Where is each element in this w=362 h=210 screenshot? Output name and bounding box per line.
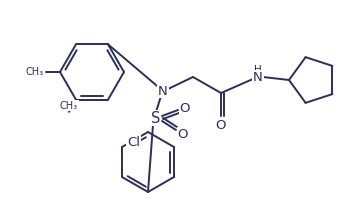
Text: H: H (254, 65, 262, 75)
Text: CH₃: CH₃ (60, 101, 78, 111)
Text: S: S (151, 110, 161, 126)
Text: O: O (216, 118, 226, 131)
Text: CH₃: CH₃ (26, 67, 44, 77)
Text: N: N (253, 71, 263, 84)
Text: O: O (178, 127, 188, 140)
Text: Cl: Cl (127, 135, 140, 148)
Text: N: N (158, 84, 168, 97)
Text: O: O (180, 101, 190, 114)
